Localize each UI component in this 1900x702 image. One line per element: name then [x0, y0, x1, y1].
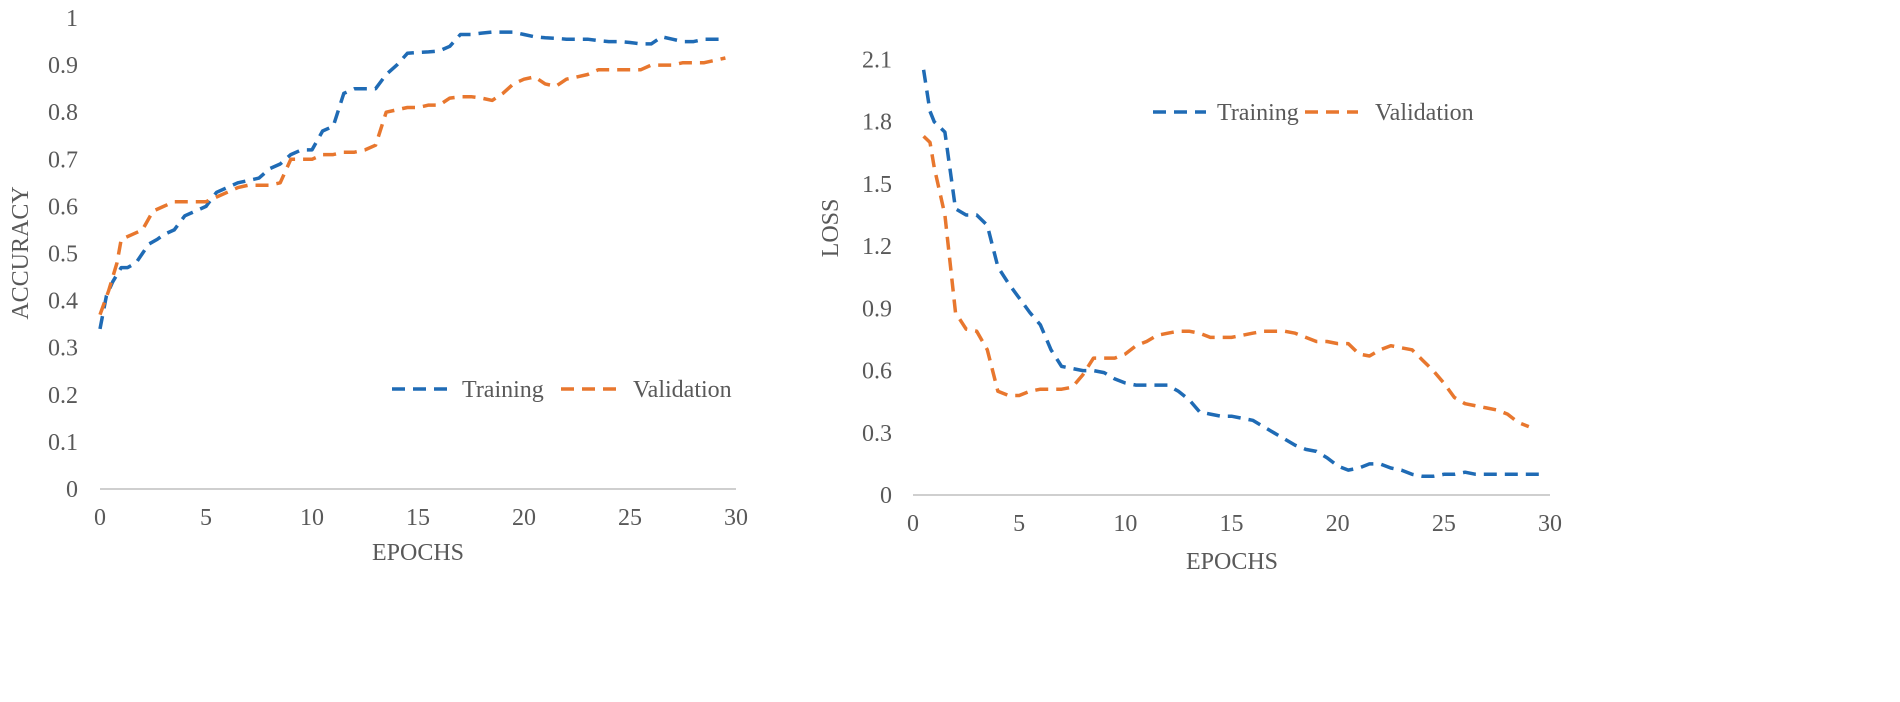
accuracy-y-tick-label: 0.8 — [48, 100, 78, 126]
accuracy-y-tick-label: 0.3 — [48, 336, 78, 362]
accuracy-y-tick-label: 0.6 — [48, 194, 78, 220]
accuracy-series-group — [98, 30, 726, 330]
loss-y-tick-label: 0.3 — [862, 421, 892, 447]
accuracy-legend: Training Validation — [392, 377, 732, 403]
loss-x-tick-label: 10 — [1113, 511, 1137, 537]
loss-legend-training-label: Training — [1217, 100, 1299, 126]
loss-x-tick-label: 25 — [1432, 511, 1456, 537]
loss-training-line — [921, 69, 1540, 479]
accuracy-x-tick-label: 0 — [94, 505, 106, 531]
loss-y-tick-label: 0.6 — [862, 359, 892, 385]
loss-y-tick-labels: 0 0.3 0.6 0.9 1.2 1.5 1.8 2.1 — [862, 47, 892, 509]
loss-legend: Training Validation — [1153, 100, 1474, 126]
loss-chart: 0 0.3 0.6 0.9 1.2 1.5 1.8 2.1 0 5 10 15 20 25 30 LOSS… — [818, 47, 1562, 575]
accuracy-chart: 0 0.1 0.2 0.3 0.4 0.5 0.6 0.7 0.8 0.9 1 0 5 10 15 20 25… — [8, 6, 748, 566]
accuracy-validation-line — [98, 56, 726, 316]
accuracy-y-tick-label: 0.5 — [48, 242, 78, 268]
accuracy-x-tick-label: 15 — [406, 505, 430, 531]
accuracy-y-tick-labels: 0 0.1 0.2 0.3 0.4 0.5 0.6 0.7 0.8 0.9 1 — [48, 6, 78, 503]
accuracy-x-tick-label: 25 — [618, 505, 642, 531]
accuracy-x-axis-title: EPOCHS — [372, 540, 464, 566]
loss-y-axis-title: LOSS — [818, 199, 844, 258]
accuracy-y-tick-label: 0.7 — [48, 147, 78, 173]
accuracy-x-tick-label: 20 — [512, 505, 536, 531]
accuracy-y-axis-title: ACCURACY — [8, 186, 34, 319]
accuracy-y-tick-label: 0.1 — [48, 430, 78, 456]
accuracy-y-tick-label: 0.9 — [48, 53, 78, 79]
accuracy-training-line — [98, 30, 726, 330]
accuracy-y-tick-label: 0.2 — [48, 383, 78, 409]
loss-series-group — [921, 69, 1540, 479]
loss-x-axis-title: EPOCHS — [1186, 549, 1278, 575]
loss-y-tick-label: 1.2 — [862, 234, 892, 260]
loss-legend-validation-label: Validation — [1375, 100, 1474, 126]
loss-x-tick-label: 0 — [907, 511, 919, 537]
loss-x-tick-label: 5 — [1013, 511, 1025, 537]
loss-x-tick-label: 20 — [1326, 511, 1350, 537]
loss-x-tick-labels: 0 5 10 15 20 25 30 — [907, 511, 1562, 537]
loss-x-tick-label: 15 — [1220, 511, 1244, 537]
accuracy-x-tick-label: 10 — [300, 505, 324, 531]
loss-y-tick-label: 0.9 — [862, 296, 892, 322]
loss-y-tick-label: 1.5 — [862, 172, 892, 198]
accuracy-y-tick-label: 1 — [66, 6, 78, 32]
loss-validation-line — [922, 134, 1530, 429]
accuracy-x-tick-label: 5 — [200, 505, 212, 531]
accuracy-y-tick-label: 0 — [66, 477, 78, 503]
accuracy-y-tick-label: 0.4 — [48, 289, 78, 315]
loss-y-tick-label: 1.8 — [862, 110, 892, 136]
accuracy-legend-validation-label: Validation — [633, 377, 732, 403]
loss-y-tick-label: 0 — [880, 483, 892, 509]
accuracy-legend-training-label: Training — [462, 377, 544, 403]
loss-x-tick-label: 30 — [1538, 511, 1562, 537]
loss-y-tick-label: 2.1 — [862, 47, 892, 73]
accuracy-x-tick-labels: 0 5 10 15 20 25 30 — [94, 505, 748, 531]
accuracy-x-tick-label: 30 — [724, 505, 748, 531]
